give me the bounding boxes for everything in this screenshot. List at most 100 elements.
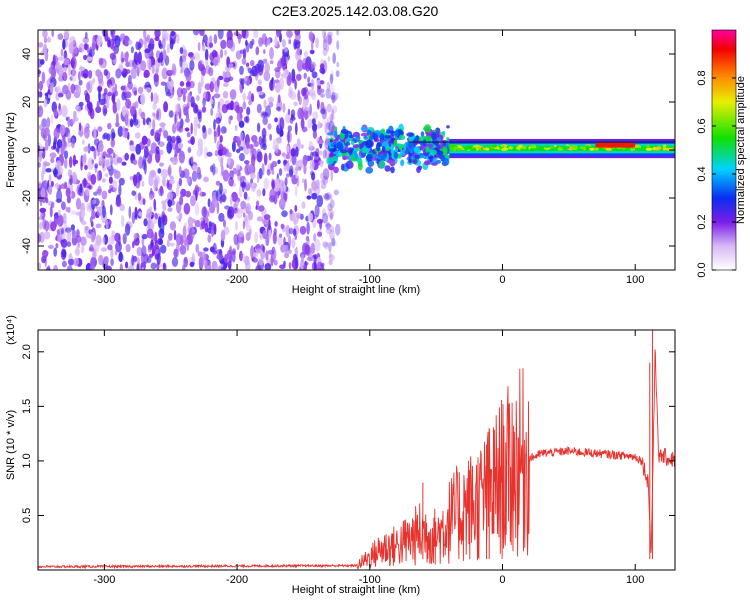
heatmap-blob — [241, 57, 247, 65]
heatmap-blob — [311, 180, 318, 192]
heatmap-blob — [263, 70, 271, 82]
heatmap-blob — [61, 201, 66, 211]
heatmap-blob — [121, 215, 125, 228]
heatmap-blob — [168, 110, 174, 118]
heatmap-blob — [254, 231, 259, 244]
heatmap-blob — [169, 39, 174, 50]
heatmap-blob — [267, 37, 271, 46]
heatmap-blob — [325, 222, 331, 231]
heatmap-blob — [50, 157, 55, 164]
heatmap-blob — [316, 261, 324, 270]
heatmap-blob — [328, 128, 334, 133]
heatmap-blob — [516, 146, 521, 150]
heatmap-blob — [275, 30, 281, 38]
heatmap-blob — [42, 218, 47, 230]
heatmap-blob — [238, 36, 241, 44]
heatmap-blob — [286, 145, 290, 153]
heatmap-blob — [257, 91, 264, 96]
heatmap-blob — [305, 59, 311, 72]
heatmap-blob — [235, 135, 241, 142]
heatmap-blob — [296, 159, 304, 169]
heatmap-blob — [131, 190, 136, 196]
heatmap-blob — [399, 134, 406, 141]
heatmap-blob — [80, 245, 85, 254]
heatmap-blob — [326, 81, 331, 92]
heatmap-blob — [120, 85, 126, 91]
heatmap-blob — [310, 242, 316, 255]
heatmap-blob — [63, 158, 68, 169]
heatmap-blob — [220, 229, 226, 242]
heatmap-blob — [366, 153, 373, 162]
heatmap-blob — [150, 128, 155, 137]
heatmap-blob — [295, 122, 298, 136]
heatmap-blob — [356, 155, 362, 163]
heatmap-blob — [457, 147, 461, 151]
heatmap-blob — [543, 144, 550, 148]
heatmap-blob — [267, 123, 272, 130]
heatmap-blob — [293, 101, 298, 107]
heatmap-blob — [96, 100, 100, 113]
heatmap-blob — [43, 231, 51, 240]
heatmap-blob — [89, 265, 96, 270]
heatmap-blob — [326, 43, 330, 52]
heatmap-blob — [231, 250, 236, 263]
heatmap-blob — [61, 105, 68, 118]
heatmap-blob — [101, 190, 108, 200]
heatmap-blob — [255, 46, 260, 56]
heatmap-blob — [273, 259, 278, 266]
heatmap-blob — [311, 40, 314, 51]
heatmap-blob — [265, 250, 269, 261]
heatmap-blob — [90, 199, 94, 206]
heatmap-blob — [219, 49, 224, 59]
heatmap-blob — [103, 88, 108, 95]
heatmap-blob — [60, 144, 65, 156]
heatmap-blob — [175, 103, 180, 113]
y-tick-label: 0.5 — [21, 508, 33, 523]
heatmap-blob — [98, 70, 101, 79]
heatmap-blob — [322, 208, 326, 217]
x-tick-label: -300 — [93, 274, 115, 286]
heatmap-blob — [230, 196, 233, 206]
heatmap-blob — [277, 60, 282, 68]
heatmap-blob — [350, 154, 356, 160]
heatmap-blob — [264, 263, 272, 270]
heatmap-blob — [314, 204, 320, 218]
colorbar-tick-label: 0.2 — [696, 214, 708, 229]
heatmap-blob — [200, 66, 206, 76]
heatmap-blob — [96, 35, 103, 47]
heatmap-blob — [285, 153, 291, 160]
heatmap-blob — [398, 145, 402, 150]
heatmap-blob — [272, 138, 279, 148]
heatmap-blob — [159, 186, 163, 193]
heatmap-blob — [228, 63, 234, 68]
heatmap-blob — [156, 109, 160, 120]
heatmap-blob — [503, 146, 506, 151]
heatmap-blob — [141, 236, 145, 247]
heatmap-blob — [270, 163, 274, 171]
heatmap-blob — [239, 250, 243, 262]
heatmap-blob — [98, 89, 101, 103]
spectrogram-heatmap — [38, 30, 675, 270]
heatmap-blob — [312, 130, 317, 139]
heatmap-blob — [191, 252, 195, 263]
heatmap-blob — [332, 94, 337, 103]
heatmap-blob — [71, 171, 77, 185]
heatmap-blob — [198, 256, 204, 269]
heatmap-blob — [118, 251, 123, 263]
heatmap-blob — [197, 123, 201, 129]
heatmap-blob — [91, 210, 96, 220]
heatmap-blob — [110, 138, 116, 148]
heatmap-blob — [284, 177, 288, 186]
heatmap-blob — [44, 139, 49, 151]
heatmap-blob — [213, 34, 218, 44]
heatmap-blob — [140, 93, 146, 106]
bottom-y-ticks: 0.5 1.0 1.5 2.0 — [21, 344, 675, 523]
heatmap-blob — [188, 94, 192, 100]
heatmap-blob — [178, 177, 182, 187]
heatmap-blob — [219, 259, 225, 265]
y-tick-label: 20 — [21, 96, 33, 108]
heatmap-blob — [167, 167, 172, 176]
heatmap-blob — [223, 128, 227, 133]
heatmap-blob — [408, 157, 412, 164]
heatmap-blob — [222, 169, 230, 182]
